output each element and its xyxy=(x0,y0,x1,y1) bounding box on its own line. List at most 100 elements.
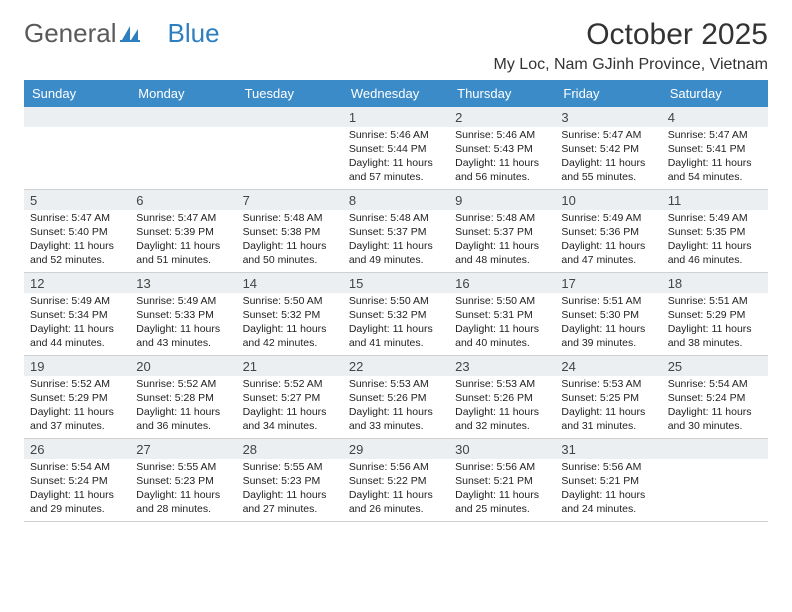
sunset-text: Sunset: 5:23 PM xyxy=(243,475,337,489)
sunrise-text: Sunrise: 5:55 AM xyxy=(243,461,337,475)
title-block: October 2025 My Loc, Nam GJinh Province,… xyxy=(494,18,768,74)
daylight-text: Daylight: 11 hours and 37 minutes. xyxy=(30,406,124,434)
day-number: 2 xyxy=(449,107,555,127)
sunrise-text: Sunrise: 5:50 AM xyxy=(243,295,337,309)
sunset-text: Sunset: 5:33 PM xyxy=(136,309,230,323)
daynum-row: 12131415161718 xyxy=(24,273,768,293)
sunrise-text: Sunrise: 5:56 AM xyxy=(455,461,549,475)
day-number: . xyxy=(24,107,130,127)
day-number: 31 xyxy=(555,439,661,459)
day-details: Sunrise: 5:49 AMSunset: 5:35 PMDaylight:… xyxy=(662,210,768,272)
sunrise-text: Sunrise: 5:47 AM xyxy=(30,212,124,226)
sunrise-text: Sunrise: 5:54 AM xyxy=(30,461,124,475)
calendar: SundayMondayTuesdayWednesdayThursdayFrid… xyxy=(24,80,768,522)
daylight-text: Daylight: 11 hours and 30 minutes. xyxy=(668,406,762,434)
brand-part1: General xyxy=(24,18,117,49)
sunset-text: Sunset: 5:24 PM xyxy=(668,392,762,406)
daylight-text: Daylight: 11 hours and 57 minutes. xyxy=(349,157,443,185)
sunrise-text: Sunrise: 5:51 AM xyxy=(668,295,762,309)
day-details: Sunrise: 5:47 AMSunset: 5:39 PMDaylight:… xyxy=(130,210,236,272)
sunrise-text: Sunrise: 5:46 AM xyxy=(349,129,443,143)
sunrise-text: Sunrise: 5:53 AM xyxy=(349,378,443,392)
day-details xyxy=(237,127,343,189)
day-details: Sunrise: 5:47 AMSunset: 5:42 PMDaylight:… xyxy=(555,127,661,189)
sail-icon xyxy=(120,18,142,49)
day-details: Sunrise: 5:46 AMSunset: 5:43 PMDaylight:… xyxy=(449,127,555,189)
day-details: Sunrise: 5:48 AMSunset: 5:37 PMDaylight:… xyxy=(343,210,449,272)
brand-part2: Blue xyxy=(168,18,220,49)
daynum-row: 19202122232425 xyxy=(24,356,768,376)
sunrise-text: Sunrise: 5:56 AM xyxy=(349,461,443,475)
sunrise-text: Sunrise: 5:48 AM xyxy=(455,212,549,226)
daylight-text: Daylight: 11 hours and 31 minutes. xyxy=(561,406,655,434)
sunset-text: Sunset: 5:23 PM xyxy=(136,475,230,489)
daylight-text: Daylight: 11 hours and 34 minutes. xyxy=(243,406,337,434)
daylight-text: Daylight: 11 hours and 38 minutes. xyxy=(668,323,762,351)
weekday-label: Monday xyxy=(130,80,236,107)
daylight-text: Daylight: 11 hours and 39 minutes. xyxy=(561,323,655,351)
day-number: 20 xyxy=(130,356,236,376)
sunset-text: Sunset: 5:30 PM xyxy=(561,309,655,323)
day-number: . xyxy=(237,107,343,127)
daylight-text: Daylight: 11 hours and 56 minutes. xyxy=(455,157,549,185)
sunrise-text: Sunrise: 5:48 AM xyxy=(243,212,337,226)
sunrise-text: Sunrise: 5:50 AM xyxy=(349,295,443,309)
day-details: Sunrise: 5:50 AMSunset: 5:32 PMDaylight:… xyxy=(343,293,449,355)
daylight-text: Daylight: 11 hours and 28 minutes. xyxy=(136,489,230,517)
day-details: Sunrise: 5:55 AMSunset: 5:23 PMDaylight:… xyxy=(237,459,343,521)
location-subtitle: My Loc, Nam GJinh Province, Vietnam xyxy=(494,56,768,74)
sunrise-text: Sunrise: 5:47 AM xyxy=(136,212,230,226)
day-details: Sunrise: 5:52 AMSunset: 5:29 PMDaylight:… xyxy=(24,376,130,438)
day-details: Sunrise: 5:56 AMSunset: 5:21 PMDaylight:… xyxy=(555,459,661,521)
day-number: 7 xyxy=(237,190,343,210)
daylight-text: Daylight: 11 hours and 51 minutes. xyxy=(136,240,230,268)
sunset-text: Sunset: 5:32 PM xyxy=(243,309,337,323)
day-details: Sunrise: 5:48 AMSunset: 5:38 PMDaylight:… xyxy=(237,210,343,272)
sunset-text: Sunset: 5:25 PM xyxy=(561,392,655,406)
day-details: Sunrise: 5:53 AMSunset: 5:25 PMDaylight:… xyxy=(555,376,661,438)
sunrise-text: Sunrise: 5:52 AM xyxy=(243,378,337,392)
day-number: . xyxy=(662,439,768,459)
sunrise-text: Sunrise: 5:55 AM xyxy=(136,461,230,475)
day-number: 24 xyxy=(555,356,661,376)
daynum-row: 567891011 xyxy=(24,190,768,210)
sunrise-text: Sunrise: 5:53 AM xyxy=(561,378,655,392)
day-details: Sunrise: 5:47 AMSunset: 5:40 PMDaylight:… xyxy=(24,210,130,272)
daylight-text: Daylight: 11 hours and 32 minutes. xyxy=(455,406,549,434)
day-details: Sunrise: 5:56 AMSunset: 5:22 PMDaylight:… xyxy=(343,459,449,521)
daylight-text: Daylight: 11 hours and 50 minutes. xyxy=(243,240,337,268)
day-number: 4 xyxy=(662,107,768,127)
sunrise-text: Sunrise: 5:47 AM xyxy=(561,129,655,143)
sunrise-text: Sunrise: 5:48 AM xyxy=(349,212,443,226)
sunrise-text: Sunrise: 5:52 AM xyxy=(30,378,124,392)
daylight-text: Daylight: 11 hours and 40 minutes. xyxy=(455,323,549,351)
sunset-text: Sunset: 5:42 PM xyxy=(561,143,655,157)
week-row: Sunrise: 5:52 AMSunset: 5:29 PMDaylight:… xyxy=(24,376,768,439)
sunset-text: Sunset: 5:29 PM xyxy=(30,392,124,406)
sunset-text: Sunset: 5:37 PM xyxy=(455,226,549,240)
sunset-text: Sunset: 5:32 PM xyxy=(349,309,443,323)
sunset-text: Sunset: 5:43 PM xyxy=(455,143,549,157)
daylight-text: Daylight: 11 hours and 27 minutes. xyxy=(243,489,337,517)
daylight-text: Daylight: 11 hours and 44 minutes. xyxy=(30,323,124,351)
day-number: 30 xyxy=(449,439,555,459)
day-number: 15 xyxy=(343,273,449,293)
daylight-text: Daylight: 11 hours and 46 minutes. xyxy=(668,240,762,268)
day-details: Sunrise: 5:48 AMSunset: 5:37 PMDaylight:… xyxy=(449,210,555,272)
day-details: Sunrise: 5:53 AMSunset: 5:26 PMDaylight:… xyxy=(449,376,555,438)
daylight-text: Daylight: 11 hours and 48 minutes. xyxy=(455,240,549,268)
daylight-text: Daylight: 11 hours and 54 minutes. xyxy=(668,157,762,185)
day-details xyxy=(24,127,130,189)
day-details: Sunrise: 5:50 AMSunset: 5:31 PMDaylight:… xyxy=(449,293,555,355)
sunrise-text: Sunrise: 5:53 AM xyxy=(455,378,549,392)
day-details: Sunrise: 5:51 AMSunset: 5:30 PMDaylight:… xyxy=(555,293,661,355)
daynum-row: ...1234 xyxy=(24,107,768,127)
day-number: 21 xyxy=(237,356,343,376)
day-number: 3 xyxy=(555,107,661,127)
day-number: 12 xyxy=(24,273,130,293)
sunset-text: Sunset: 5:36 PM xyxy=(561,226,655,240)
sunset-text: Sunset: 5:21 PM xyxy=(455,475,549,489)
day-number: 25 xyxy=(662,356,768,376)
sunrise-text: Sunrise: 5:50 AM xyxy=(455,295,549,309)
sunset-text: Sunset: 5:27 PM xyxy=(243,392,337,406)
